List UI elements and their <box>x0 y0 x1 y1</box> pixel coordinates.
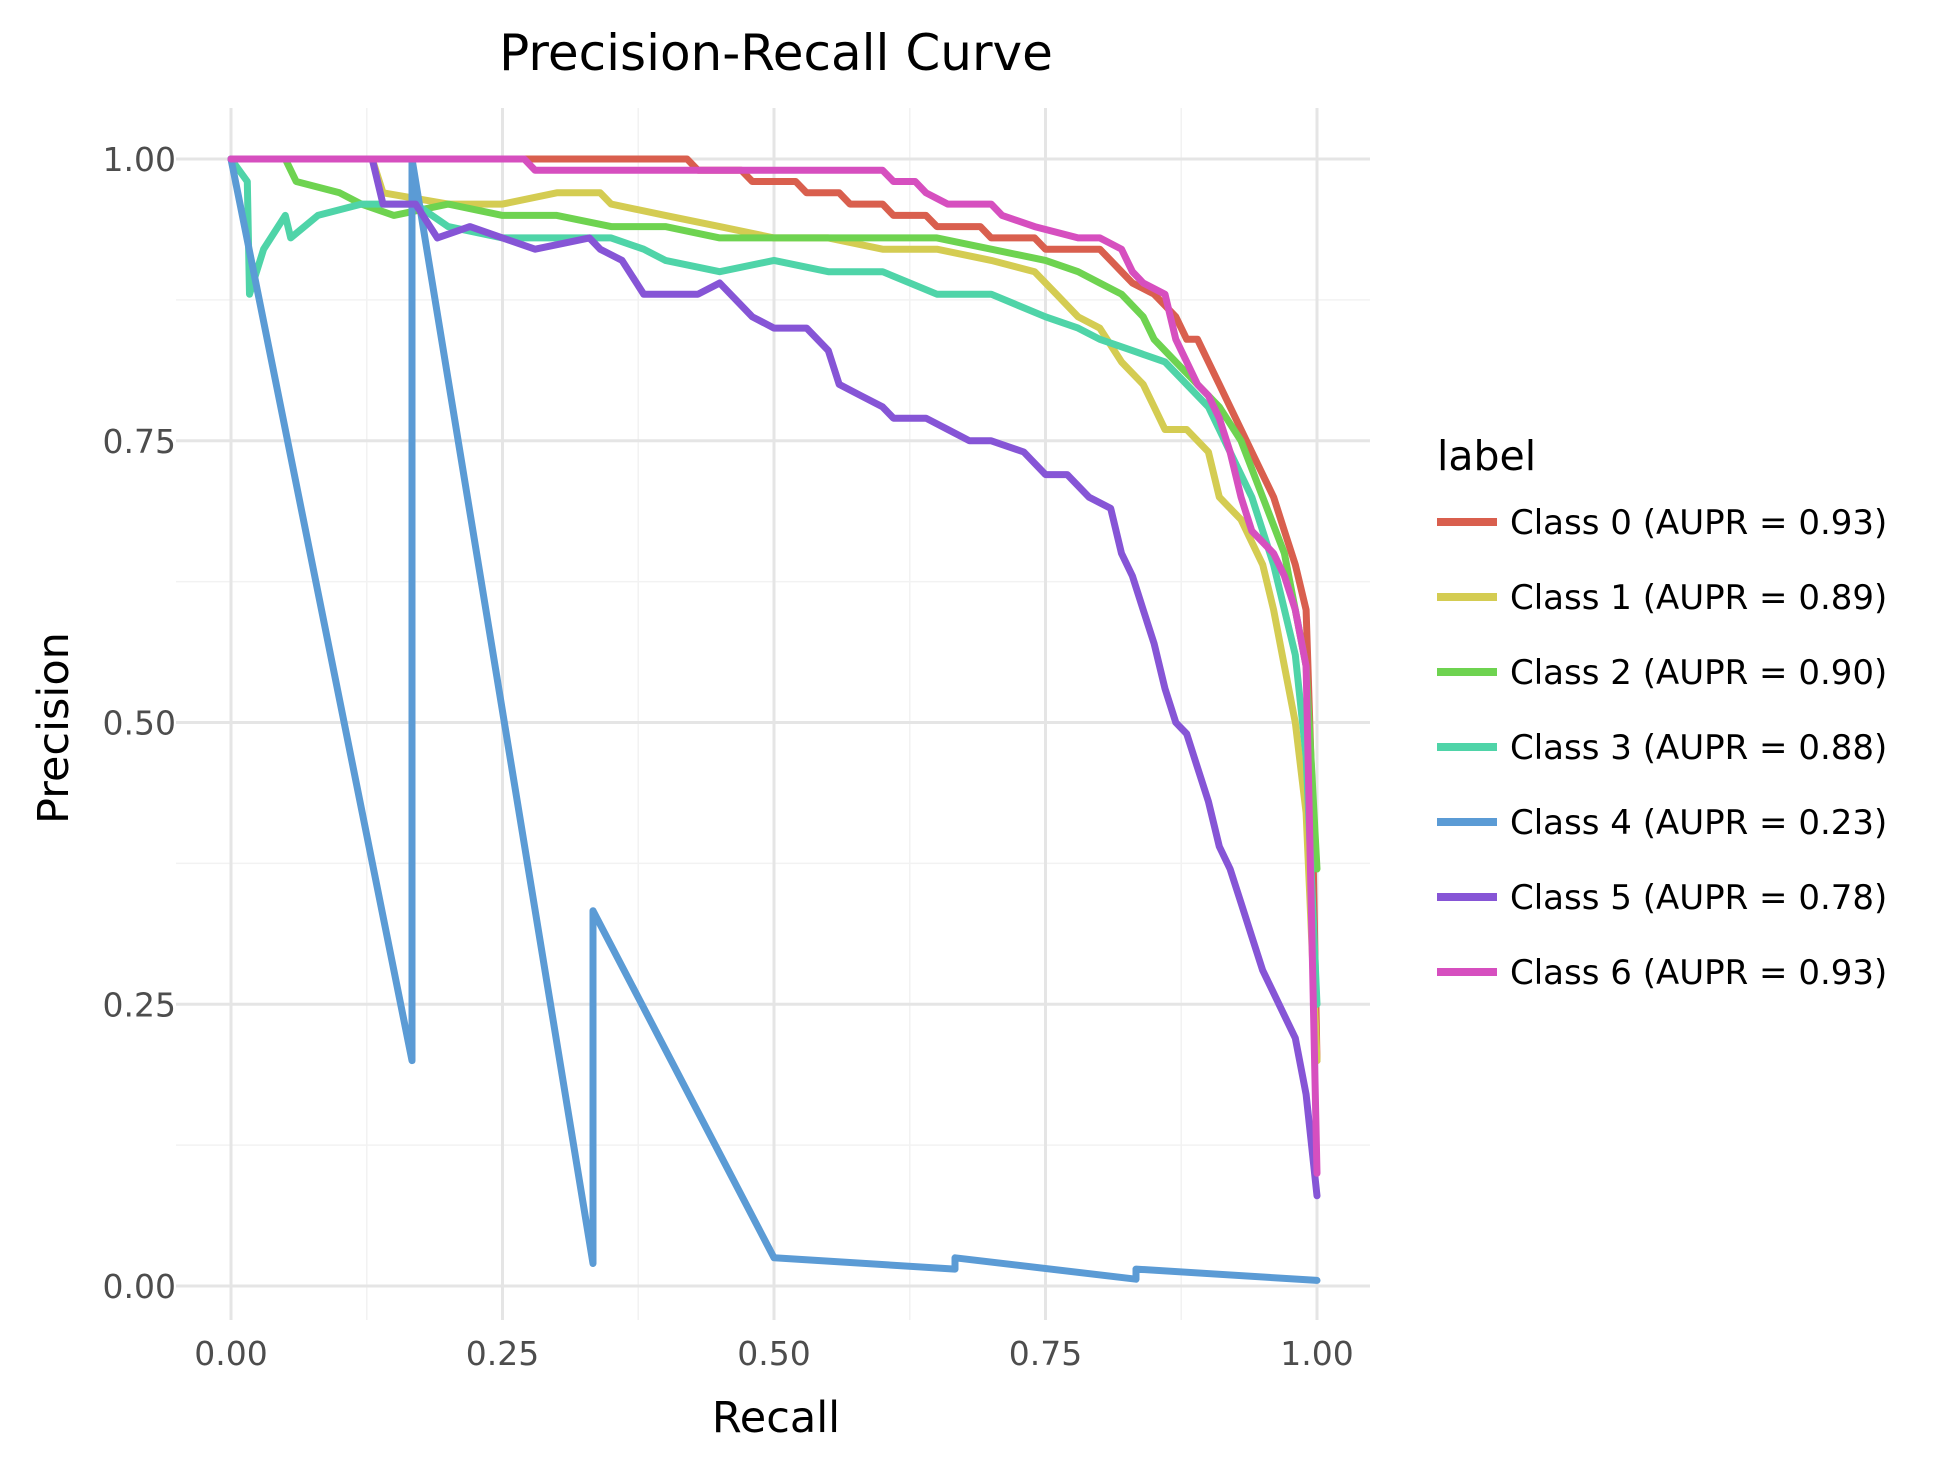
x-tick-label: 0.25 <box>466 1334 539 1373</box>
y-tick-label: 0.25 <box>103 985 176 1024</box>
legend-label: Class 5 (AUPR = 0.78) <box>1510 878 1887 918</box>
series-line-class-1 <box>227 155 1321 1065</box>
legend-label: Class 6 (AUPR = 0.93) <box>1510 953 1887 993</box>
legend-label: Class 0 (AUPR = 0.93) <box>1510 503 1887 543</box>
legend: label Class 0 (AUPR = 0.93) Class 1 (AUPR… <box>1437 432 1887 993</box>
y-axis-title: Precision <box>29 632 79 824</box>
legend-title: label <box>1437 432 1536 480</box>
legend-label: Class 1 (AUPR = 0.89) <box>1510 578 1887 618</box>
y-tick-label: 0.00 <box>103 1267 176 1306</box>
y-tick-label: 1.00 <box>103 140 176 179</box>
series-line-class-0 <box>227 155 1321 1065</box>
series-line-class-4 <box>227 155 1321 1284</box>
legend-label: Class 3 (AUPR = 0.88) <box>1510 728 1887 768</box>
legend-items: Class 0 (AUPR = 0.93) Class 1 (AUPR = 0.8… <box>1437 503 1887 993</box>
y-tick-label: 0.50 <box>103 704 176 743</box>
x-tick-label: 0.00 <box>194 1334 267 1373</box>
legend-label: Class 2 (AUPR = 0.90) <box>1510 653 1887 693</box>
x-axis-title: Recall <box>712 1393 840 1443</box>
legend-label: Class 4 (AUPR = 0.23) <box>1510 803 1887 843</box>
chart-title: Precision-Recall Curve <box>499 24 1053 82</box>
x-axis-ticks: 0.00 0.25 0.50 0.75 1.00 <box>194 1334 1353 1373</box>
series-line-class-5 <box>227 155 1321 1200</box>
x-tick-label: 0.50 <box>737 1334 810 1373</box>
series-line-class-2 <box>227 155 1321 873</box>
series-line-class-6 <box>227 155 1321 1177</box>
y-axis-ticks: 0.00 0.25 0.50 0.75 1.00 <box>103 140 176 1306</box>
series-lines <box>227 155 1321 1284</box>
x-tick-label: 0.75 <box>1009 1334 1082 1373</box>
x-tick-label: 1.00 <box>1280 1334 1353 1373</box>
y-tick-label: 0.75 <box>103 422 176 461</box>
